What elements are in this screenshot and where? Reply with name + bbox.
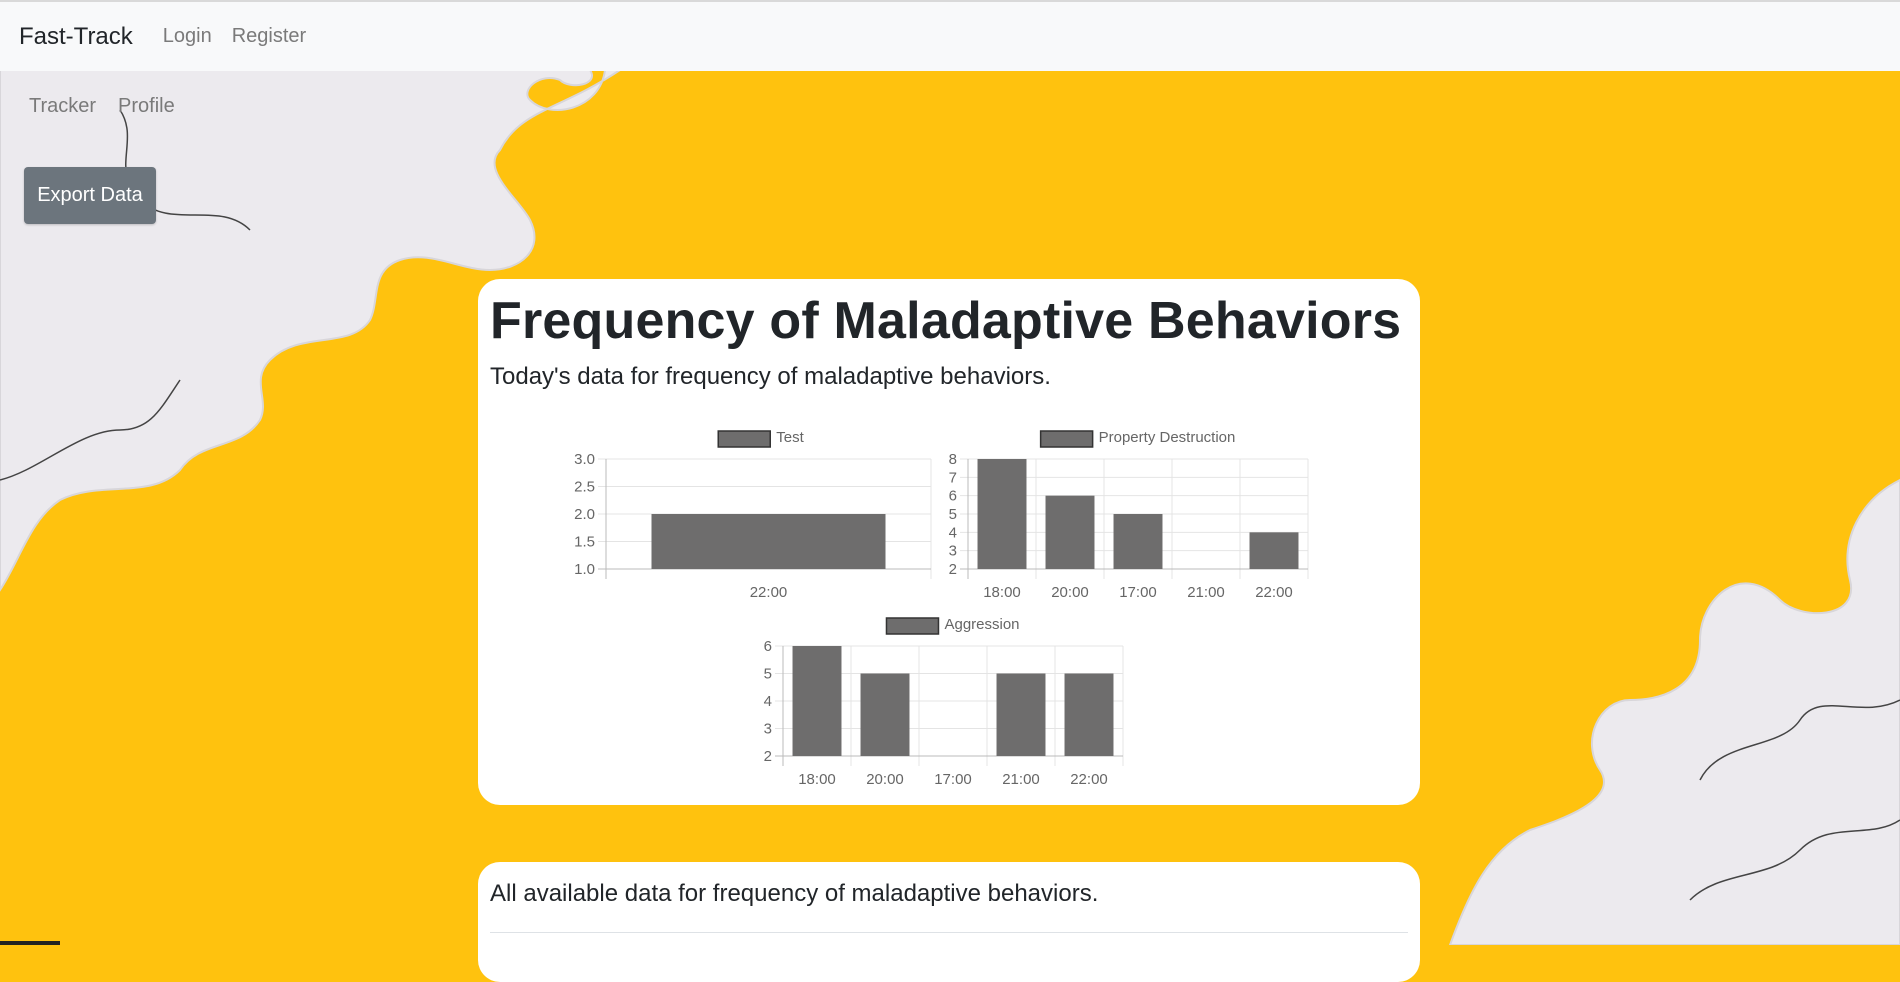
property-destruction-ytick-label: 6 (949, 488, 957, 505)
puzzle-piece-bottomright (1448, 478, 1900, 945)
aggression-legend-swatch (885, 617, 940, 635)
property-destruction-ytick-label: 8 (949, 451, 957, 468)
aggression-ytick-label: 2 (764, 748, 772, 765)
property-destruction-legend-swatch (1039, 430, 1094, 448)
test-ytick-label: 1.5 (574, 534, 595, 551)
test-legend-swatch (717, 430, 771, 448)
test-bar (651, 514, 886, 569)
test-legend-label: Test (776, 429, 804, 446)
property-destruction-ytick-label: 4 (949, 524, 957, 541)
aggression-legend-label: Aggression (944, 616, 1019, 633)
today-data-subtitle: Today's data for frequency of maladaptiv… (490, 363, 1051, 391)
brand-link[interactable]: Fast-Track (19, 22, 133, 50)
property-destruction-xtick-label: 17:00 (1119, 584, 1157, 601)
property-destruction-xtick-label: 18:00 (983, 584, 1021, 601)
test-ytick-label: 3.0 (574, 451, 595, 468)
aggression-xtick-label: 22:00 (1070, 771, 1108, 788)
aggression-xtick-label: 20:00 (866, 771, 904, 788)
test-ytick-label: 1.0 (574, 561, 595, 578)
property-destruction-ytick-label: 5 (949, 506, 957, 523)
test-ytick-label: 2.0 (574, 506, 595, 523)
property-destruction-chart: Property Destruction 23 456 78 18:00 20:00 17:… (949, 429, 1309, 601)
property-destruction-bar (1113, 514, 1163, 569)
export-data-button[interactable]: Export Data (24, 167, 156, 224)
aggression-ytick-label: 5 (764, 666, 772, 683)
property-destruction-xtick-label: 22:00 (1255, 584, 1293, 601)
property-destruction-bar (1249, 532, 1299, 569)
table-top-border (490, 932, 1408, 933)
all-data-card: All available data for frequency of mala… (478, 862, 1420, 982)
today-data-card: Frequency of Maladaptive Behaviors Today… (478, 279, 1420, 805)
aggression-xtick-label: 18:00 (798, 771, 836, 788)
property-destruction-bar (1045, 495, 1095, 569)
aggression-bar (1064, 673, 1114, 756)
property-destruction-bar (977, 459, 1027, 569)
bottom-edge-strip (0, 941, 60, 945)
property-destruction-xtick-label: 21:00 (1187, 584, 1225, 601)
nav-register-link[interactable]: Register (231, 25, 307, 47)
aggression-ytick-label: 6 (764, 638, 772, 655)
page-title: Frequency of Maladaptive Behaviors (490, 292, 1402, 350)
property-destruction-ytick-label: 2 (949, 561, 957, 578)
nav-profile-link[interactable]: Profile (118, 95, 175, 117)
aggression-ytick-label: 4 (764, 693, 772, 710)
test-xtick-label: 22:00 (750, 584, 788, 601)
aggression-ytick-label: 3 (764, 721, 772, 738)
property-destruction-ytick-label: 7 (949, 469, 957, 486)
aggression-xtick-label: 17:00 (934, 771, 972, 788)
aggression-bar (860, 673, 910, 756)
property-destruction-xtick-label: 20:00 (1051, 584, 1089, 601)
top-navbar: Fast-Track Login Register (0, 0, 1900, 71)
aggression-xtick-label: 21:00 (1002, 771, 1040, 788)
nav-login-link[interactable]: Login (162, 25, 212, 47)
aggression-bar (996, 673, 1046, 756)
property-destruction-legend-label: Property Destruction (1099, 429, 1236, 446)
aggression-bar (792, 646, 842, 756)
test-chart: Test 1.0 1.5 2.0 2.5 3.0 22:00 (574, 429, 932, 601)
sub-navigation: Tracker Profile (29, 95, 175, 118)
test-ytick-label: 2.5 (574, 479, 595, 496)
aggression-chart: Aggression 2 3 4 5 6 18:00 20:00 17:00 21:00 22:00 (764, 616, 1124, 788)
property-destruction-ytick-label: 3 (949, 543, 957, 560)
all-data-subtitle: All available data for frequency of mala… (490, 880, 1099, 907)
nav-tracker-link[interactable]: Tracker (29, 95, 97, 117)
